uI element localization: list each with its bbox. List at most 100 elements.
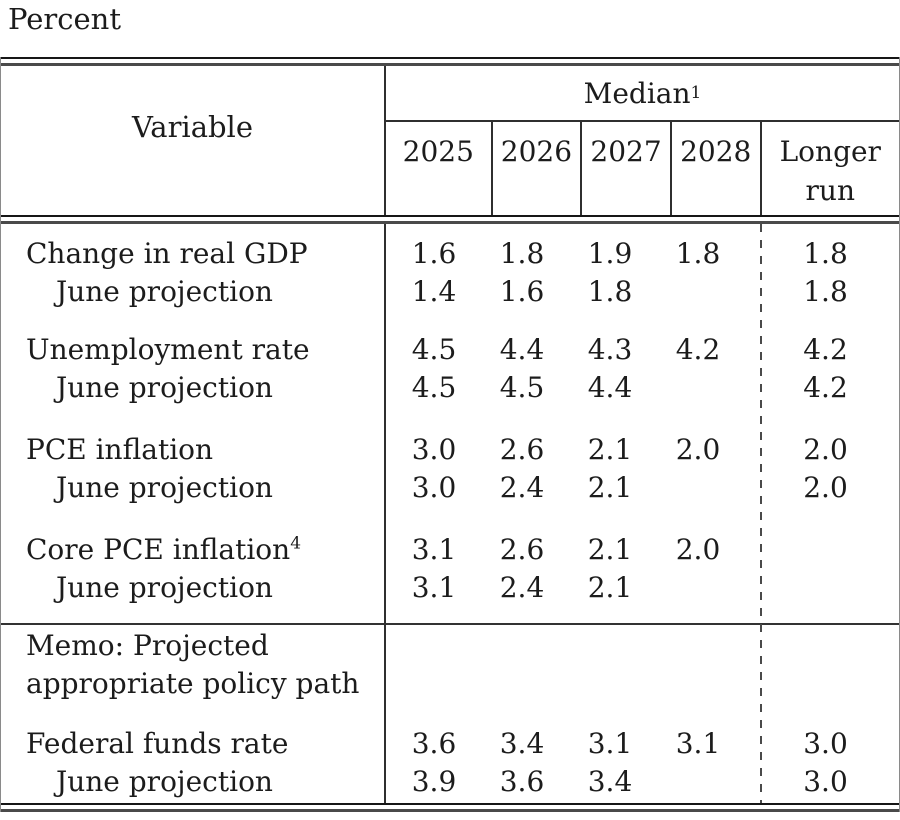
memo-line-1: Memo: Projected [26, 629, 269, 662]
table-bottom-rule [1, 803, 899, 812]
row-label: June projection [56, 371, 273, 404]
value-2027: 2.1 [587, 571, 633, 604]
longer-run-header: Longer run [759, 122, 899, 215]
value-2028: 1.8 [675, 237, 721, 270]
table-header: Variable Median 1 2025 2026 2027 2028 Lon… [1, 66, 899, 215]
year-header-2026: 2026 [490, 122, 581, 215]
variable-column-header: Variable [132, 109, 253, 144]
value-2028: 3.1 [675, 727, 721, 760]
value-2027: 3.4 [587, 765, 633, 798]
projections-table: Variable Median 1 2025 2026 2027 2028 Lon… [0, 57, 900, 812]
value-2026: 3.4 [499, 727, 545, 760]
row-spacer [742, 531, 758, 569]
value-2025: 4.5 [411, 371, 457, 404]
memo-section-rule [1, 623, 899, 625]
table-row-core-pce: Core PCE inflation4 3.1 2.6 2.1 2.0 [1, 531, 899, 569]
value-2027: 1.9 [587, 237, 633, 270]
value-longer-run: 4.2 [803, 371, 848, 404]
row-label: June projection [56, 765, 273, 798]
year-header-2027: 2027 [580, 122, 670, 215]
value-2026: 2.4 [499, 571, 545, 604]
row-label: Unemployment rate [26, 333, 310, 366]
value-2025: 3.1 [411, 533, 457, 566]
memo-line-2: appropriate policy path [26, 667, 360, 700]
year-header-2028: 2028 [669, 122, 760, 215]
row-label: PCE inflation [26, 433, 214, 466]
row-spacer [742, 569, 758, 607]
value-2026: 4.4 [499, 333, 545, 366]
row-spacer [742, 273, 758, 311]
value-2028 [654, 569, 742, 607]
table-row-pce-june: June projection 3.0 2.4 2.1 2.0 [1, 469, 899, 507]
value-2025: 3.1 [411, 571, 457, 604]
value-2028: 2.0 [675, 433, 721, 466]
variable-column-divider [384, 66, 386, 215]
value-2026: 4.5 [499, 371, 545, 404]
unemployment-group: Unemployment rate 4.5 4.4 4.3 4.2 4.2 Ju… [1, 331, 899, 407]
table-row-federal-funds-june: June projection 3.9 3.6 3.4 3.0 [1, 763, 899, 801]
median-header-label: Median [583, 76, 691, 110]
value-2026: 2.4 [499, 471, 545, 504]
value-longer-run: 2.0 [803, 433, 848, 466]
value-2025: 3.0 [411, 471, 457, 504]
value-2028: 2.0 [675, 533, 721, 566]
value-2028 [654, 763, 742, 801]
table-row-unemployment-june: June projection 4.5 4.5 4.4 4.2 [1, 369, 899, 407]
row-spacer [742, 763, 758, 801]
value-2025: 4.5 [411, 333, 457, 366]
median-header-group: Median 1 2025 2026 2027 2028 Longer run [386, 66, 899, 215]
value-2026: 2.6 [499, 533, 545, 566]
core-pce-footnote-marker: 4 [290, 533, 302, 554]
value-2028 [654, 273, 742, 311]
table-row-unemployment: Unemployment rate 4.5 4.4 4.3 4.2 4.2 [1, 331, 899, 369]
row-label: Change in real GDP [26, 237, 308, 270]
value-longer-run: 2.0 [803, 471, 848, 504]
year-header-row: 2025 2026 2027 2028 Longer run [386, 120, 899, 215]
value-2027: 1.8 [587, 275, 633, 308]
value-2026: 2.6 [499, 433, 545, 466]
value-2025: 3.9 [411, 765, 457, 798]
row-label: Federal funds rate [26, 727, 289, 760]
row-label: June projection [56, 275, 273, 308]
value-2028 [654, 469, 742, 507]
value-longer-run: 3.0 [803, 765, 848, 798]
row-spacer [742, 369, 758, 407]
value-2026: 3.6 [499, 765, 545, 798]
longer-run-dashed-divider [760, 224, 762, 803]
variable-column-divider-body [384, 224, 386, 803]
value-longer-run [758, 531, 899, 569]
value-2028: 4.2 [675, 333, 721, 366]
table-row-federal-funds: Federal funds rate 3.6 3.4 3.1 3.1 3.0 [1, 725, 899, 763]
value-2027: 3.1 [587, 727, 633, 760]
value-2027: 2.1 [587, 471, 633, 504]
table-row-gdp: Change in real GDP 1.6 1.8 1.9 1.8 1.8 [1, 235, 899, 273]
percent-unit-label: Percent [8, 2, 121, 36]
value-2025: 1.4 [411, 275, 457, 308]
value-2027: 2.1 [587, 433, 633, 466]
row-label: June projection [56, 571, 273, 604]
value-2026: 1.6 [499, 275, 545, 308]
year-header-2025: 2025 [402, 135, 474, 168]
value-longer-run: 1.8 [803, 237, 848, 270]
row-spacer [742, 331, 758, 369]
row-spacer [742, 725, 758, 763]
row-label: June projection [56, 471, 273, 504]
value-longer-run [758, 569, 899, 607]
value-2025: 1.6 [411, 237, 457, 270]
gdp-group: Change in real GDP 1.6 1.8 1.9 1.8 1.8 J… [1, 235, 899, 311]
memo-section: Memo: Projected appropriate policy path [1, 627, 899, 703]
value-longer-run: 4.2 [803, 333, 848, 366]
value-2026: 1.8 [499, 237, 545, 270]
row-spacer [742, 469, 758, 507]
row-label: Core PCE inflation4 [1, 531, 390, 569]
row-spacer [742, 431, 758, 469]
value-longer-run: 1.8 [803, 275, 848, 308]
table-row-gdp-june: June projection 1.4 1.6 1.8 1.8 [1, 273, 899, 311]
value-2027: 2.1 [587, 533, 633, 566]
table-top-rule [1, 57, 899, 66]
header-bottom-rule [1, 215, 899, 224]
federal-funds-group: Federal funds rate 3.6 3.4 3.1 3.1 3.0 J… [1, 725, 899, 801]
value-2027: 4.4 [587, 371, 633, 404]
row-spacer [742, 235, 758, 273]
median-header: Median 1 [583, 76, 702, 110]
